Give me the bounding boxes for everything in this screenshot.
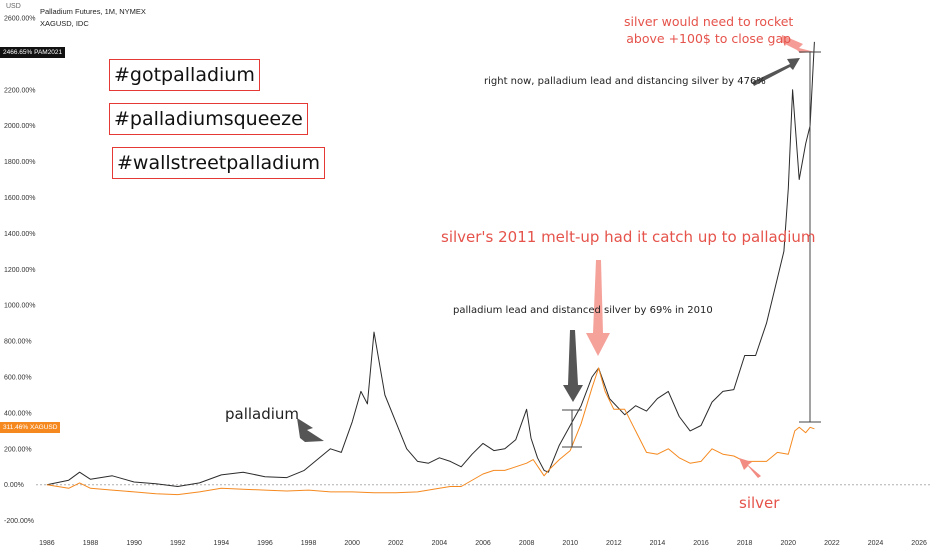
palladium-arrow <box>297 418 324 442</box>
x-axis-tick-labels: 1986 1988 1990 1992 1994 1996 1998 2000 2002 2004… <box>39 540 927 547</box>
palladium-badge: 2466.65% PAM2021 <box>0 47 66 58</box>
y-tick-label: 1200.00% <box>4 267 36 274</box>
palladium-badge-symbol: PAM2021 <box>34 49 63 56</box>
silver-badge: 311.46% XAGUSD <box>0 422 61 433</box>
silver-badge-symbol: XAGUSD <box>30 424 58 431</box>
x-tick-label: 1988 <box>83 540 99 547</box>
palladium-series-label: palladium <box>225 405 300 423</box>
x-tick-label: 1998 <box>301 540 317 547</box>
currency-label: USD <box>6 3 21 10</box>
x-tick-label: 2008 <box>519 540 535 547</box>
right-now-arrow <box>752 58 800 86</box>
x-tick-label: 2022 <box>824 540 840 547</box>
y-axis-tick-labels: -200.00% 0.00% 200.00% 400.00% 600.00% 800.00… <box>4 15 36 525</box>
hashtag-gotpalladium: #gotpalladium <box>109 59 260 91</box>
annotation-arrows <box>297 35 821 478</box>
y-tick-label: 1600.00% <box>4 195 36 202</box>
palladium-badge-value: 2466.65% <box>3 49 33 56</box>
melt-up-arrow <box>586 260 610 356</box>
right-now-annotation: right now, palladium lead and distancing… <box>484 76 766 87</box>
y-tick-label: 400.00% <box>4 410 32 417</box>
gap-bracket-2021 <box>799 51 821 423</box>
y-tick-label: 2200.00% <box>4 87 36 94</box>
y-tick-label: -200.00% <box>4 518 34 525</box>
silver-series-label: silver <box>739 494 780 512</box>
y-tick-label: 200.00% <box>4 446 32 453</box>
y-tick-label: 600.00% <box>4 375 32 382</box>
gap-bracket-2010 <box>562 409 582 448</box>
x-tick-label: 2016 <box>693 540 709 547</box>
y-tick-label: 1800.00% <box>4 159 36 166</box>
x-tick-label: 2010 <box>562 540 578 547</box>
x-tick-label: 1990 <box>126 540 142 547</box>
x-tick-label: 2026 <box>911 540 927 547</box>
x-tick-label: 2018 <box>737 540 753 547</box>
title-line: Palladium Futures, 1M, NYMEX <box>40 7 146 16</box>
x-tick-label: 1996 <box>257 540 273 547</box>
compare-line: XAGUSD, IDC <box>40 19 89 28</box>
y-tick-label: 1400.00% <box>4 231 36 238</box>
silver-rocket-line-2: above +100$ to close gap <box>626 31 792 46</box>
lead-2010-arrow <box>563 330 583 402</box>
y-tick-label: 0.00% <box>4 482 24 489</box>
x-tick-label: 2020 <box>780 540 796 547</box>
x-tick-label: 2024 <box>868 540 884 547</box>
melt-up-annotation: silver's 2011 melt-up had it catch up to… <box>441 228 816 246</box>
silver-rocket-arrow <box>781 35 815 53</box>
series-line-palladium <box>46 41 815 487</box>
series-line-silver <box>46 367 815 496</box>
hashtag-wallstreetpalladium: #wallstreetpalladium <box>112 147 326 179</box>
y-tick-label: 2600.00% <box>4 15 36 22</box>
y-tick-label: 1000.00% <box>4 303 36 310</box>
silver-rocket-annotation: silver would need to rocket above +100$ … <box>624 13 793 47</box>
x-tick-label: 1992 <box>170 540 186 547</box>
silver-arrow <box>739 458 761 478</box>
y-tick-label: 800.00% <box>4 339 32 346</box>
x-tick-label: 2014 <box>650 540 666 547</box>
x-tick-label: 1986 <box>39 540 55 547</box>
x-tick-label: 2002 <box>388 540 404 547</box>
silver-badge-value: 311.46% <box>3 424 29 431</box>
lead-2010-annotation: palladium lead and distanced silver by 6… <box>453 305 713 316</box>
x-tick-label: 2004 <box>432 540 448 547</box>
hashtag-palladiumsqueeze: #palladiumsqueeze <box>109 103 308 135</box>
x-tick-label: 1994 <box>214 540 230 547</box>
x-tick-label: 2000 <box>344 540 360 547</box>
x-tick-label: 2006 <box>475 540 491 547</box>
x-tick-label: 2012 <box>606 540 622 547</box>
y-tick-label: 2000.00% <box>4 123 36 130</box>
silver-rocket-line-1: silver would need to rocket <box>624 14 794 29</box>
